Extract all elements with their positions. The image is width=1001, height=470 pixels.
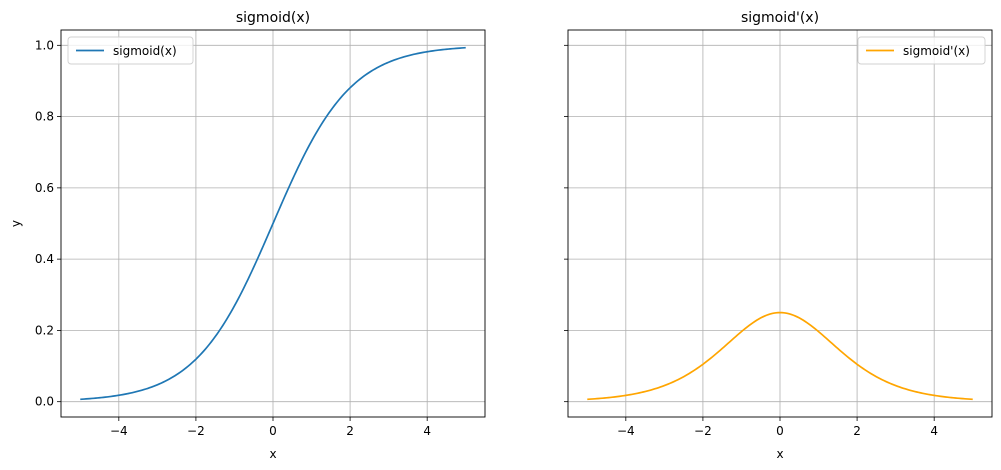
y-tick-label: 0.6 xyxy=(35,181,54,195)
x-axis-label: x xyxy=(776,447,783,461)
y-tick-label: 0.4 xyxy=(35,252,54,266)
subplot-title: sigmoid(x) xyxy=(236,10,310,26)
legend: sigmoid'(x) xyxy=(857,36,986,65)
subplot-1: −4 −2 0 2 4 0.0 0.2 0.4 0.6 0.8 1.0 sigmoid(x) x y sig… xyxy=(9,10,486,461)
legend: sigmoid(x) xyxy=(67,36,194,65)
y-tick-label: 0.0 xyxy=(35,395,54,409)
subplot-2: −4 −2 0 2 4 sigmoid'(x) x sigmoid'(x) xyxy=(564,10,993,461)
x-tick-label: 2 xyxy=(853,424,861,438)
legend-box xyxy=(67,36,194,65)
axes-frame xyxy=(60,29,486,418)
y-tick-label: 0.8 xyxy=(35,110,54,124)
y-tick-label: 0.2 xyxy=(35,323,54,337)
x-tick-label: −4 xyxy=(617,424,635,438)
x-tick-label: 2 xyxy=(346,424,354,438)
y-tick-label: 1.0 xyxy=(35,38,54,52)
x-tick-label: 0 xyxy=(269,424,277,438)
x-tick-label: −2 xyxy=(187,424,205,438)
series-line-sigmoid_derivative xyxy=(587,311,973,401)
x-tick-label: −2 xyxy=(694,424,712,438)
subplot-title: sigmoid'(x) xyxy=(741,10,819,26)
y-axis-label: y xyxy=(9,220,23,227)
x-tick-label: −4 xyxy=(110,424,128,438)
x-tick-label: 4 xyxy=(930,424,938,438)
series-line-sigmoid xyxy=(80,46,466,401)
axes-frame xyxy=(567,29,993,418)
x-tick-label: 0 xyxy=(776,424,784,438)
x-tick-label: 4 xyxy=(423,424,431,438)
x-axis-label: x xyxy=(269,447,276,461)
legend-box xyxy=(857,36,986,65)
legend-label: sigmoid'(x) xyxy=(903,44,970,58)
legend-label: sigmoid(x) xyxy=(113,44,177,58)
